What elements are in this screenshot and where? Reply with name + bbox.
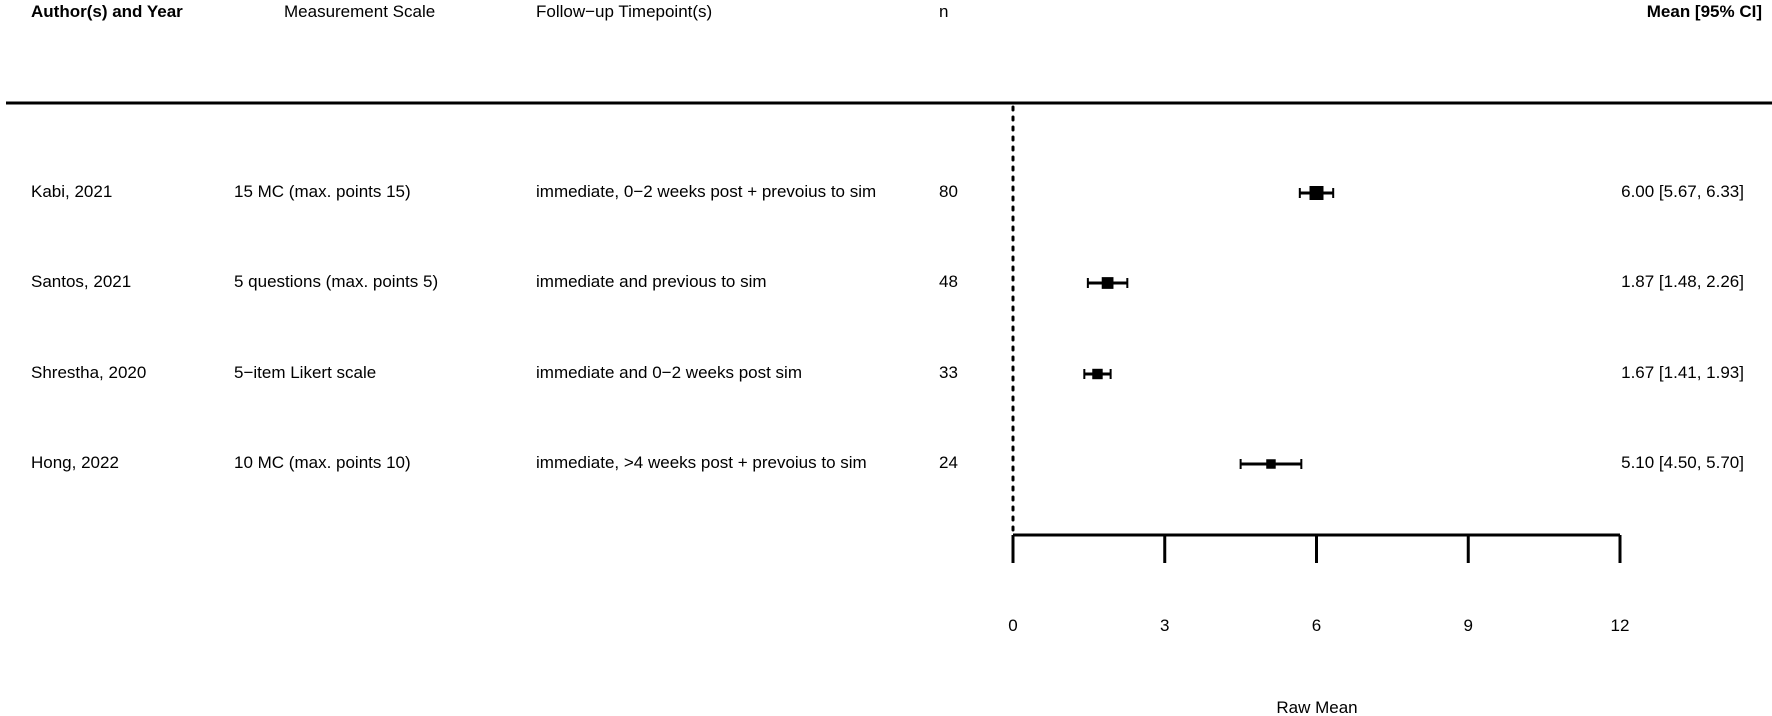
x-tick-label: 6 [1312,616,1321,635]
study-estimate: 5.10 [4.50, 5.70] [1621,453,1744,472]
study-scale: 15 MC (max. points 15) [234,182,411,201]
header-estimate: Mean [95% CI] [1646,2,1762,21]
header-measurement-scale: Measurement Scale [284,2,436,21]
study-author: Santos, 2021 [31,272,132,291]
x-tick-label: 9 [1464,616,1473,635]
header-n: n [939,2,949,21]
x-tick-label: 3 [1160,616,1169,635]
study-followup: immediate and previous to sim [536,272,767,291]
study-estimate: 1.87 [1.48, 2.26] [1621,272,1744,291]
point-estimate [1101,277,1114,289]
study-n: 33 [939,363,958,382]
point-estimate [1092,368,1103,380]
study-n: 48 [939,272,958,291]
point-estimate [1309,186,1324,200]
study-estimate: 1.67 [1.41, 1.93] [1621,363,1744,382]
study-scale: 5 questions (max. points 5) [234,272,439,291]
study-author: Kabi, 2021 [31,182,113,201]
study-estimate: 6.00 [5.67, 6.33] [1621,182,1744,201]
point-estimate [1266,459,1276,469]
header-author: Author(s) and Year [31,2,183,21]
header-followup: Follow−up Timepoint(s) [536,2,713,21]
forest-marks [1011,105,1335,535]
study-followup: immediate, >4 weeks post + prevoius to s… [536,453,867,472]
study-followup: immediate and 0−2 weeks post sim [536,363,802,382]
study-scale: 10 MC (max. points 10) [234,453,411,472]
x-tick-label: 12 [1611,616,1630,635]
x-axis-label: Raw Mean [1276,698,1357,716]
study-followup: immediate, 0−2 weeks post + prevoius to … [536,182,877,201]
study-n: 80 [939,182,958,201]
x-axis: 0 3 6 9 12 [1008,533,1630,635]
study-author: Hong, 2022 [31,453,119,472]
study-n: 24 [939,453,958,472]
x-tick-label: 0 [1008,616,1017,635]
study-author: Shrestha, 2020 [31,363,147,382]
study-scale: 5−item Likert scale [234,363,377,382]
